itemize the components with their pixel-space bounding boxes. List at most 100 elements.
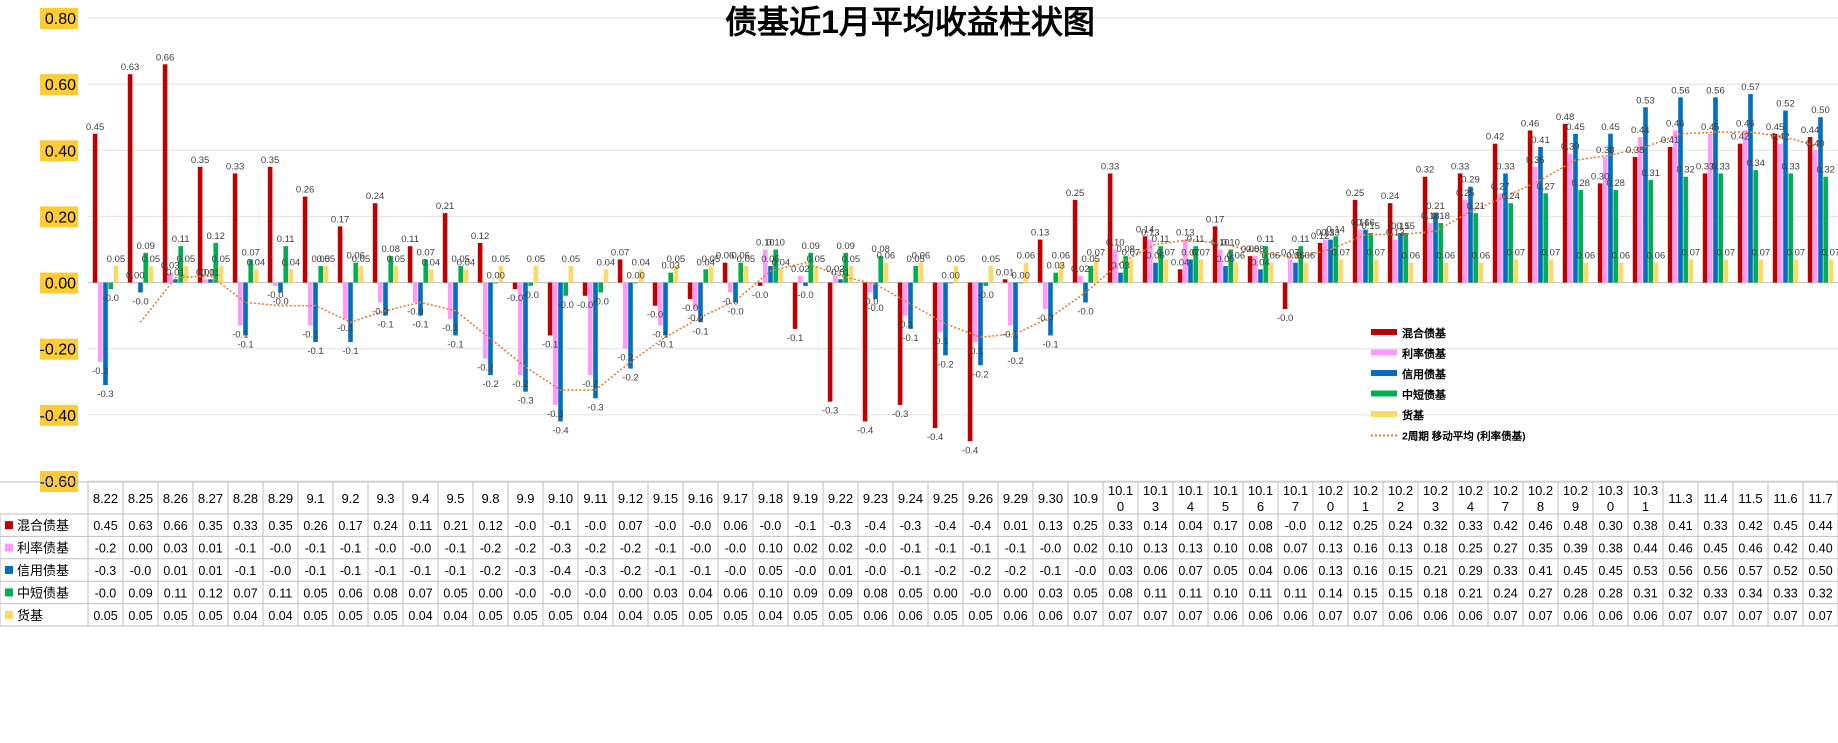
legend-entry: 混合债基 bbox=[1402, 326, 1447, 340]
data-label: 0.07 bbox=[1157, 247, 1176, 258]
row-series-name: 利率债基 bbox=[17, 541, 69, 556]
bar bbox=[1037, 239, 1043, 283]
bar bbox=[983, 282, 988, 286]
bar bbox=[1783, 110, 1788, 283]
bar bbox=[1188, 259, 1193, 283]
table-cell-value: 0.05 bbox=[1213, 564, 1237, 578]
table-cell-value: 0.01 bbox=[198, 542, 222, 556]
bar bbox=[1093, 259, 1099, 283]
data-label: -0.1 bbox=[932, 336, 948, 347]
bar bbox=[838, 279, 843, 283]
bar bbox=[273, 282, 278, 286]
data-label: 0.05 bbox=[947, 254, 966, 265]
bar bbox=[1048, 282, 1053, 336]
bar bbox=[1408, 262, 1414, 283]
table-cell-value: 0.25 bbox=[1073, 519, 1097, 533]
data-label: 0.42 bbox=[1771, 132, 1790, 143]
bar bbox=[778, 269, 784, 283]
table-cell-value: -0.0 bbox=[410, 542, 432, 556]
bar bbox=[1578, 189, 1583, 283]
data-labels: 0.45 0.63 0.66 0.35 0.33 0.35 0.26 0.17 0.24 0.11… bbox=[86, 52, 1838, 456]
table-cell-value: 0.10 bbox=[758, 586, 782, 600]
data-label: 0.07 bbox=[1822, 247, 1838, 258]
bar bbox=[1193, 246, 1198, 283]
chart-title: 债基近1月平均收益柱状图 bbox=[725, 4, 1095, 40]
data-label: 0.05 bbox=[317, 254, 336, 265]
bar bbox=[1778, 143, 1783, 283]
bar bbox=[1373, 259, 1379, 283]
table-cell-value: 0.26 bbox=[303, 519, 327, 533]
data-label: 0.25 bbox=[1456, 188, 1475, 199]
bar bbox=[1058, 262, 1064, 283]
data-label: -0.0 bbox=[682, 303, 698, 314]
category-label: 9.3 bbox=[376, 491, 394, 506]
category-label: 4 bbox=[1467, 499, 1474, 514]
data-label: 0.06 bbox=[1437, 251, 1456, 262]
data-label: 0.07 bbox=[1192, 247, 1211, 258]
table-cell-value: 0.05 bbox=[373, 609, 397, 623]
bar bbox=[1683, 176, 1688, 283]
data-label: -0.0 bbox=[1037, 313, 1053, 324]
bar bbox=[453, 282, 458, 336]
data-label: 0.44 bbox=[1801, 125, 1820, 136]
trendline-path bbox=[139, 131, 1821, 391]
y-tick-highlight bbox=[40, 272, 78, 294]
table-cell-value: -0.3 bbox=[830, 519, 852, 533]
table-cell-value: -0.4 bbox=[550, 564, 572, 578]
data-label: 0.05 bbox=[667, 254, 686, 265]
bar bbox=[523, 282, 528, 392]
table-cell-value: 0.08 bbox=[1108, 586, 1132, 600]
data-label: 0.05 bbox=[107, 254, 126, 265]
data-label: 0.05 bbox=[906, 254, 925, 265]
series-1-bars bbox=[92, 64, 1813, 442]
category-label: 10.1 bbox=[1143, 483, 1168, 498]
data-label: -0.3 bbox=[97, 389, 113, 400]
bar bbox=[253, 269, 259, 283]
bar bbox=[593, 282, 598, 399]
category-label: 9.25 bbox=[933, 491, 958, 506]
data-label: -0.0 bbox=[272, 296, 288, 307]
legend-entry: 信用债基 bbox=[1402, 367, 1447, 381]
bar bbox=[1643, 107, 1648, 283]
data-label: 0.50 bbox=[1811, 105, 1830, 116]
data-label: 0.08 bbox=[1116, 244, 1135, 255]
data-label: 0.32 bbox=[1416, 165, 1435, 176]
bar bbox=[1723, 259, 1729, 283]
bar bbox=[458, 266, 463, 283]
y-tick-highlight bbox=[40, 404, 78, 426]
table-cell-value: 0.06 bbox=[1038, 609, 1062, 623]
table-cell-value: 0.04 bbox=[233, 609, 257, 623]
bar bbox=[1263, 246, 1268, 283]
bar bbox=[1018, 282, 1023, 284]
bar bbox=[1498, 193, 1503, 283]
data-label: 0.06 bbox=[1017, 251, 1036, 262]
y-tick-highlight bbox=[40, 206, 78, 228]
table-cell-value: -0.1 bbox=[340, 564, 362, 578]
data-label: 0.33 bbox=[1101, 161, 1120, 172]
category-label: 1 bbox=[1642, 499, 1649, 514]
row-legend-key bbox=[5, 543, 13, 552]
table-cell-value: -0.1 bbox=[655, 542, 677, 556]
table-cell-value: 0.07 bbox=[1703, 609, 1727, 623]
category-label: 8.28 bbox=[233, 491, 258, 506]
bar bbox=[773, 249, 778, 283]
data-label: 0.32 bbox=[1816, 165, 1835, 176]
bar bbox=[1288, 259, 1293, 283]
bar bbox=[1702, 173, 1708, 283]
table-cell-value: 0.45 bbox=[1563, 564, 1587, 578]
data-label: 0.18 bbox=[1431, 211, 1450, 222]
bar bbox=[267, 166, 273, 283]
table-cell-value: -0.1 bbox=[900, 564, 922, 578]
bar bbox=[1818, 117, 1823, 283]
table-cell-value: -0.1 bbox=[690, 564, 712, 578]
table-cell-value: 0.01 bbox=[828, 564, 852, 578]
data-label: 0.03 bbox=[1111, 261, 1130, 272]
data-label: 0.09 bbox=[136, 241, 155, 252]
bar bbox=[1793, 259, 1799, 283]
table-cell-value: 0.10 bbox=[1213, 586, 1237, 600]
bar bbox=[1548, 259, 1554, 283]
table-cell-value: 0.08 bbox=[863, 586, 887, 600]
table-cell-value: 0.05 bbox=[1073, 586, 1097, 600]
bar bbox=[938, 282, 943, 333]
bar bbox=[868, 282, 873, 293]
